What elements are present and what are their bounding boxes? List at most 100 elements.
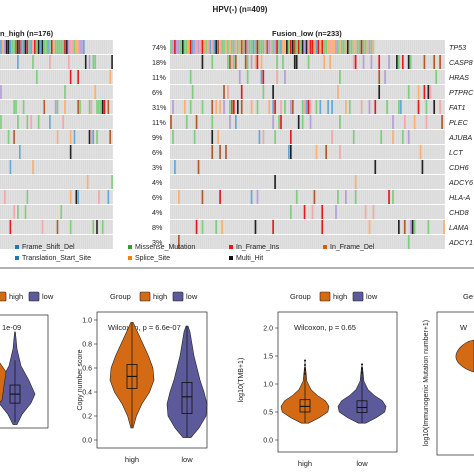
row-percent: 18%: [152, 58, 167, 67]
mutation-cell: [79, 40, 81, 54]
mutation-cell: [211, 40, 214, 54]
mutation-cell: [364, 205, 367, 219]
mutation-cell: [276, 40, 278, 54]
box-low: [356, 400, 368, 413]
mutation-cell: [64, 100, 66, 114]
row-percent: 11%: [152, 73, 166, 82]
mutation-cell: [380, 130, 382, 144]
row-percent: 6%: [152, 148, 163, 157]
mutation-cell: [77, 100, 79, 114]
row-percent: 3%: [152, 238, 163, 247]
mutation-cell: [264, 40, 267, 54]
mutation-cell: [227, 85, 229, 99]
legend-label: Splice_Site: [135, 255, 170, 262]
outlier-point: [304, 368, 306, 371]
mutation-cell: [272, 220, 274, 234]
mutation-cell: [30, 115, 32, 129]
y-tick-label: 0.0: [263, 438, 273, 445]
mutation-cell: [352, 55, 355, 69]
mutation-cell: [401, 55, 404, 69]
gene-label: LAMA: [449, 223, 469, 232]
mutation-cell: [15, 40, 17, 54]
y-tick-label: 0.2: [82, 414, 92, 421]
mutation-cell: [195, 220, 198, 234]
mutation-cell: [107, 190, 110, 204]
mutation-cell: [305, 40, 308, 54]
mutation-cell: [17, 55, 19, 69]
mutation-cell: [439, 55, 441, 69]
mutation-cell: [234, 55, 237, 69]
mutation-cell: [92, 130, 95, 144]
gene-label: HLA-A: [449, 193, 470, 202]
mutation-cell: [231, 100, 233, 114]
mutation-cell: [13, 205, 15, 219]
mutation-cell: [11, 40, 14, 54]
mutation-cell: [221, 40, 223, 54]
mutation-cell: [172, 40, 174, 54]
y-tick-label: 2.0: [263, 326, 273, 333]
mutation-cell: [425, 100, 428, 114]
mutation-cell: [256, 100, 259, 114]
mutation-cell: [217, 130, 219, 144]
oncoplot-row-bg: [0, 100, 113, 114]
y-axis-label: Copy number score: [77, 349, 84, 410]
mutation-cell: [88, 55, 91, 69]
row-percent: 11%: [152, 118, 166, 127]
mutation-cell: [7, 40, 10, 54]
mutation-cell: [96, 100, 98, 114]
mutation-cell: [388, 55, 390, 69]
mutation-cell: [313, 40, 316, 54]
mutation-cell: [331, 130, 333, 144]
mutation-cell: [236, 40, 239, 54]
mutation-cell: [396, 55, 398, 69]
mutation-cell: [3, 40, 6, 54]
mutation-cell: [344, 40, 347, 54]
y-tick-label: 1.0: [263, 382, 273, 389]
gene-label: AJUBA: [448, 133, 472, 142]
mutation-cell: [256, 55, 259, 69]
mutation-cell: [260, 70, 263, 84]
mutation-cell: [262, 40, 265, 54]
mutation-cell: [183, 100, 186, 114]
mutation-cell: [356, 40, 359, 54]
mutation-cell: [211, 55, 214, 69]
mutation-cell: [234, 40, 237, 54]
mutation-cell: [270, 40, 272, 54]
mutation-cell: [374, 100, 377, 114]
mutation-cell: [201, 220, 204, 234]
legend-low-label: low: [186, 292, 198, 301]
mutation-cell: [325, 40, 327, 54]
mutation-cell: [321, 205, 324, 219]
mutation-cell: [343, 40, 345, 54]
legend-label: Frame_Shift_Del: [22, 244, 75, 251]
mutation-cell: [407, 235, 410, 249]
mutation-cell: [101, 100, 104, 114]
mutation-cell: [368, 100, 371, 114]
y-tick-label: 0.5: [263, 410, 273, 417]
mutation-cell: [75, 40, 78, 54]
mutation-cell: [7, 130, 10, 144]
mutation-cell: [409, 55, 412, 69]
mutation-cell: [392, 190, 394, 204]
legend-label: Translation_Start_Site: [22, 255, 91, 262]
mutation-cell: [20, 40, 23, 54]
mutation-cell: [238, 70, 241, 84]
mutation-cell: [49, 40, 51, 54]
legend-label: In_Frame_Del: [330, 244, 375, 251]
mutation-cell: [407, 130, 410, 144]
row-percent: 4%: [152, 208, 163, 217]
mutation-cell: [211, 115, 214, 129]
mutation-cell: [354, 190, 357, 204]
mutation-cell: [423, 55, 426, 69]
legend-label: In_Frame_Ins: [236, 244, 280, 251]
mutation-cell: [331, 40, 333, 54]
mutation-cell: [303, 40, 306, 54]
outlier-point: [361, 371, 363, 374]
mutation-cell: [77, 70, 79, 84]
mutation-cell: [49, 115, 51, 129]
mutation-cell: [386, 100, 388, 114]
outlier-point: [361, 367, 363, 370]
mutation-cell: [189, 100, 192, 114]
legend-label: Multi_Hit: [236, 255, 263, 262]
gene-label: HRAS: [449, 73, 469, 82]
